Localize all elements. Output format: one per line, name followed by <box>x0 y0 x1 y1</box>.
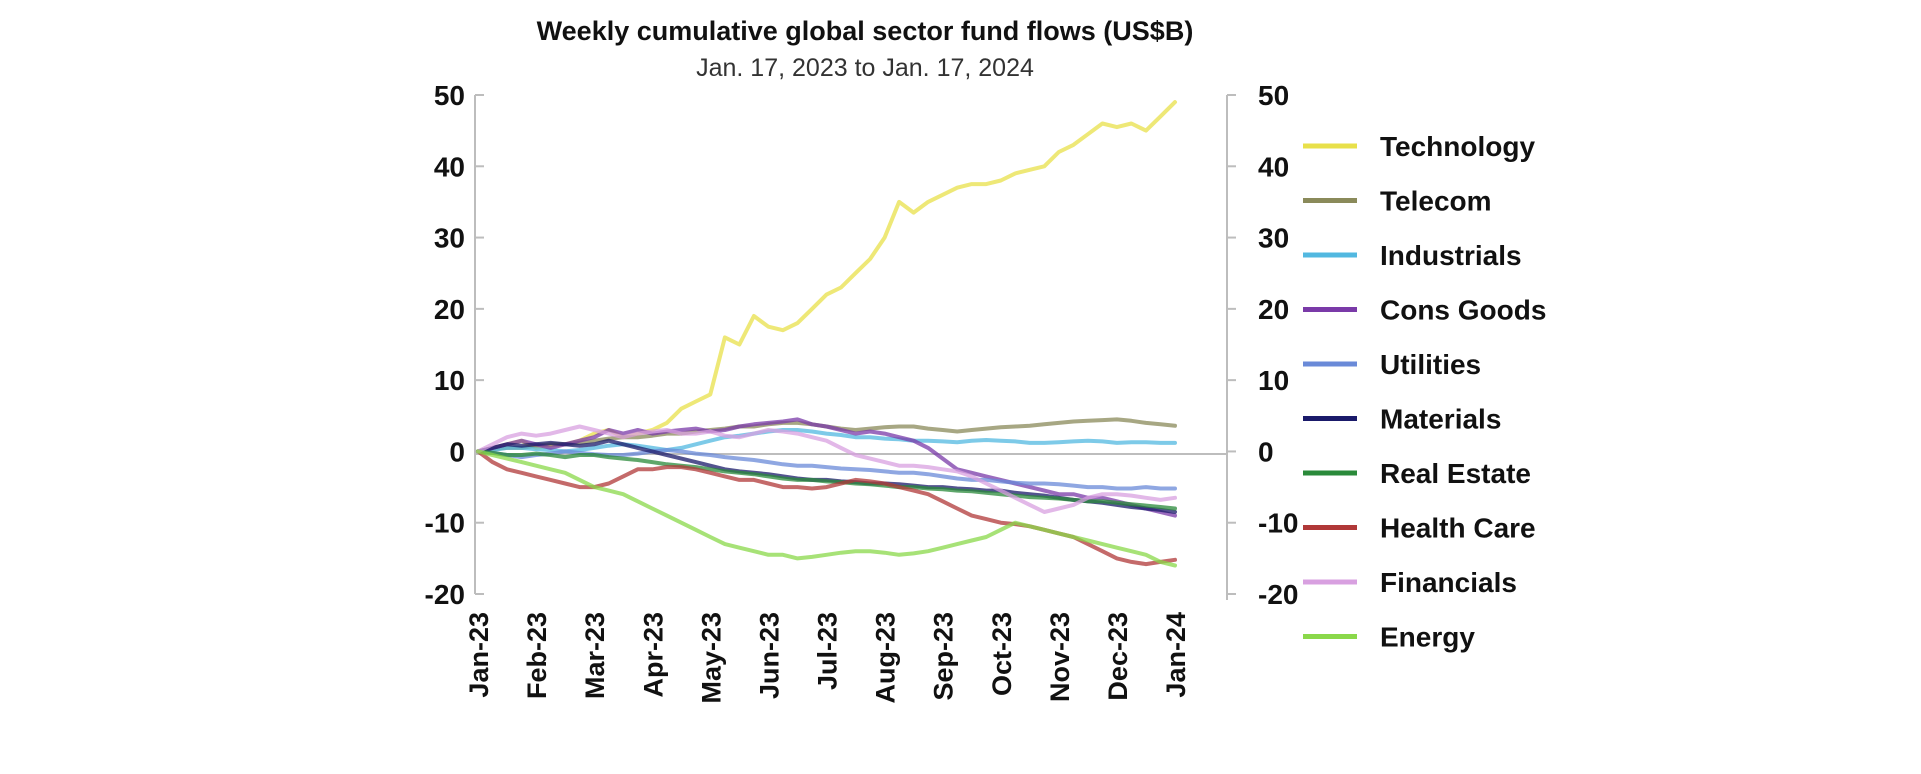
legend-label: Real Estate <box>1380 458 1531 489</box>
right-y-tick-label: -20 <box>1258 579 1298 610</box>
x-ticks: Jan-23 Feb-23 Mar-23 Apr-23 May-23 Jun-23 Jul-… <box>464 612 1191 704</box>
series-line-energy <box>476 449 1177 568</box>
x-tick-label: Sep-23 <box>929 612 959 701</box>
series-line-cons-goods <box>476 417 1177 518</box>
x-tick-label: Apr-23 <box>638 612 668 698</box>
x-tick-label: Jul-23 <box>813 612 843 690</box>
chart-title: Weekly cumulative global sector fund flo… <box>537 16 1194 46</box>
x-tick-label: Jan-23 <box>464 612 494 698</box>
left-y-tick-label: 30 <box>434 223 465 254</box>
x-tick-label: Dec-23 <box>1103 612 1133 701</box>
chart-subtitle: Jan. 17, 2023 to Jan. 17, 2024 <box>696 54 1034 82</box>
left-y-tick-label: 10 <box>434 365 465 396</box>
right-y-tick-label: 10 <box>1258 365 1289 396</box>
right-y-tick-label: 50 <box>1258 80 1289 111</box>
legend-label: Industrials <box>1380 240 1522 271</box>
left-y-tick-label: 40 <box>434 151 465 182</box>
left-y-tick-label: -20 <box>425 579 465 610</box>
x-tick-label: May-23 <box>696 612 726 704</box>
series-line-industrials <box>476 428 1177 454</box>
legend: Technology Telecom Industrials Cons Goods Ut… <box>1303 131 1546 653</box>
x-tick-label: Feb-23 <box>522 612 552 699</box>
right-y-tick-label: -10 <box>1258 508 1298 539</box>
series-line-real-estate <box>476 449 1177 511</box>
legend-label: Health Care <box>1380 513 1536 544</box>
legend-label: Technology <box>1380 131 1535 162</box>
x-tick-label: Jan-24 <box>1161 612 1191 698</box>
left-y-ticks: 50 40 30 20 10 0 -10 -20 <box>425 80 484 610</box>
right-y-tick-label: 40 <box>1258 151 1289 182</box>
x-tick-label: Mar-23 <box>580 612 610 699</box>
series-line-financials <box>476 424 1177 514</box>
left-y-tick-label: 20 <box>434 294 465 325</box>
legend-label: Utilities <box>1380 349 1481 380</box>
x-tick-label: Aug-23 <box>871 612 901 704</box>
right-y-tick-label: 0 <box>1258 436 1274 467</box>
series-line-technology <box>476 100 1177 454</box>
legend-label: Telecom <box>1380 186 1492 217</box>
legend-label: Energy <box>1380 622 1475 653</box>
series-lines <box>476 100 1177 568</box>
left-y-tick-label: 50 <box>434 80 465 111</box>
legend-label: Cons Goods <box>1380 295 1546 326</box>
right-y-tick-label: 20 <box>1258 294 1289 325</box>
x-tick-label: Jun-23 <box>754 612 784 699</box>
right-y-tick-label: 30 <box>1258 223 1289 254</box>
left-y-tick-label: 0 <box>449 436 465 467</box>
x-tick-label: Oct-23 <box>987 612 1017 696</box>
x-tick-label: Nov-23 <box>1045 612 1075 702</box>
left-y-tick-label: -10 <box>425 508 465 539</box>
legend-label: Materials <box>1380 404 1501 435</box>
right-y-ticks: 50 40 30 20 10 0 -10 -20 <box>1227 80 1298 610</box>
legend-label: Financials <box>1380 567 1517 598</box>
